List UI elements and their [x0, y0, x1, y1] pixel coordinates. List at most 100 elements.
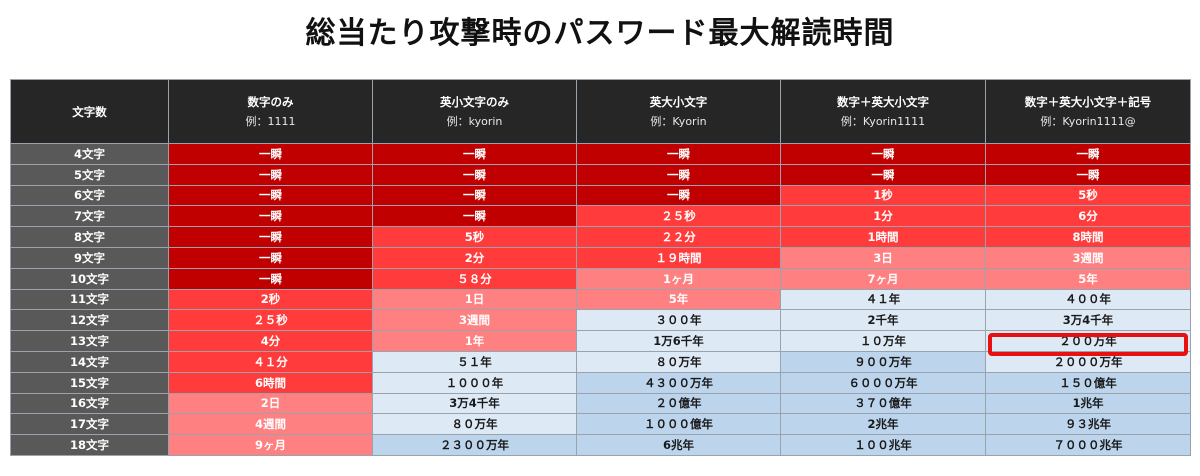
page-title: 総当たり攻撃時のパスワード最大解読時間 — [305, 16, 895, 51]
crack-time-cell: 1分 — [780, 205, 986, 228]
crack-time-cell: 6分 — [985, 205, 1191, 228]
crack-time-cell: 一瞬 — [168, 226, 373, 248]
header-example: 例：Kyorin — [650, 114, 707, 128]
crack-time-cell: 1時間 — [780, 226, 986, 248]
crack-time-cell: ９３兆年 — [985, 413, 1191, 436]
crack-time-cell: 3週間 — [985, 246, 1191, 269]
crack-time-cell: ４１年 — [780, 288, 986, 311]
crack-time-cell: 一瞬 — [168, 205, 373, 228]
crack-time-cell: 6兆年 — [576, 434, 781, 456]
header-label: 数字のみ — [247, 94, 294, 109]
header-label: 英小文字のみ — [440, 94, 509, 109]
crack-time-cell: 1兆年 — [985, 392, 1191, 415]
crack-time-cell: 一瞬 — [372, 205, 577, 228]
crack-time-cell: 一瞬 — [780, 143, 986, 165]
table-row: 13文字 4分 1年 1万6千年 １０万年 ２００万年 — [10, 330, 1191, 352]
crack-time-cell: １９時間 — [576, 246, 781, 269]
crack-time-cell: 9ヶ月 — [168, 434, 373, 456]
row-length-label: 10文字 — [10, 267, 169, 290]
table-row: 6文字 一瞬 一瞬 一瞬 1秒 5秒 — [10, 184, 1191, 207]
crack-time-cell: 5秒 — [985, 184, 1191, 207]
crack-time-cell: 一瞬 — [985, 143, 1191, 165]
header-example: 例：kyorin — [446, 114, 503, 128]
crack-time-cell: ４３００万年 — [576, 371, 781, 394]
row-length-label: 15文字 — [10, 371, 169, 394]
crack-time-cell: ２３００万年 — [372, 434, 577, 456]
crack-time-cell: １０００年 — [372, 371, 577, 394]
header-digits-mixed-case-symbols: 数字＋英大小文字＋記号 例：Kyorin1111@ — [985, 79, 1191, 144]
crack-time-cell: 一瞬 — [168, 184, 373, 207]
table-row: 5文字 一瞬 一瞬 一瞬 一瞬 一瞬 — [10, 163, 1191, 186]
crack-time-cell: 1万6千年 — [576, 330, 781, 352]
crack-time-cell: ８０万年 — [372, 413, 577, 436]
crack-time-cell: ３７０億年 — [780, 392, 986, 415]
crack-time-cell: 一瞬 — [576, 163, 781, 186]
crack-time-cell: 一瞬 — [576, 143, 781, 165]
table-row: 8文字 一瞬 5秒 ２２分 1時間 8時間 — [10, 226, 1191, 248]
row-length-label: 13文字 — [10, 330, 169, 352]
crack-time-cell: 一瞬 — [168, 246, 373, 269]
header-label: 数字＋英大小文字＋記号 — [1024, 94, 1152, 109]
crack-time-cell: 一瞬 — [780, 163, 986, 186]
header-digits-only: 数字のみ 例：1111 — [168, 79, 373, 144]
header-lowercase-only: 英小文字のみ 例：kyorin — [372, 79, 577, 144]
crack-time-cell: 4分 — [168, 330, 373, 352]
crack-time-cell: 2秒 — [168, 288, 373, 311]
header-digits-mixed-case: 数字＋英大小文字 例：Kyorin1111 — [780, 79, 986, 144]
crack-time-cell: １５０億年 — [985, 371, 1191, 394]
crack-time-cell: ２５秒 — [168, 309, 373, 332]
crack-time-table: 文字数 数字のみ 例：1111 英小文字のみ 例：kyorin 英大小文字 例：… — [10, 79, 1191, 456]
row-length-label: 8文字 — [10, 226, 169, 248]
crack-time-cell: 2千年 — [780, 309, 986, 332]
header-label: 英大小文字 — [649, 94, 708, 109]
row-length-label: 11文字 — [10, 288, 169, 311]
row-length-label: 12文字 — [10, 309, 169, 332]
crack-time-cell: 2日 — [168, 392, 373, 415]
crack-time-cell: ６０００万年 — [780, 371, 986, 394]
crack-time-cell: 一瞬 — [372, 163, 577, 186]
crack-time-cell: 6時間 — [168, 371, 373, 394]
row-length-label: 4文字 — [10, 143, 169, 165]
crack-time-cell: 5秒 — [372, 226, 577, 248]
row-length-label: 6文字 — [10, 184, 169, 207]
crack-time-cell: ２０億年 — [576, 392, 781, 415]
crack-time-cell: 5年 — [985, 267, 1191, 290]
crack-time-cell: 5年 — [576, 288, 781, 311]
crack-time-cell: 一瞬 — [168, 143, 373, 165]
crack-time-cell: 一瞬 — [168, 163, 373, 186]
row-length-label: 5文字 — [10, 163, 169, 186]
table-row: 7文字 一瞬 一瞬 ２５秒 1分 6分 — [10, 205, 1191, 228]
row-length-label: 16文字 — [10, 392, 169, 415]
table-row: 18文字 9ヶ月 ２３００万年 6兆年 １００兆年 ７０００兆年 — [10, 434, 1191, 456]
header-mixed-case: 英大小文字 例：Kyorin — [576, 79, 781, 144]
crack-time-cell: ５８分 — [372, 267, 577, 290]
row-length-label: 9文字 — [10, 246, 169, 269]
table-row: 17文字 4週間 ８０万年 １０００億年 2兆年 ９３兆年 — [10, 413, 1191, 436]
header-label: 数字＋英大小文字 — [837, 94, 929, 109]
crack-time-cell: ４００年 — [985, 288, 1191, 311]
crack-time-cell: 一瞬 — [372, 143, 577, 165]
table-row: 15文字 6時間 １０００年 ４３００万年 ６０００万年 １５０億年 — [10, 371, 1191, 394]
table-row: 16文字 2日 3万4千年 ２０億年 ３７０億年 1兆年 — [10, 392, 1191, 415]
row-length-label: 7文字 — [10, 205, 169, 228]
crack-time-cell: 2兆年 — [780, 413, 986, 436]
crack-time-cell: 8時間 — [985, 226, 1191, 248]
row-length-label: 14文字 — [10, 350, 169, 373]
crack-time-cell: 一瞬 — [985, 163, 1191, 186]
crack-time-cell: 3万4千年 — [985, 309, 1191, 332]
crack-time-cell: 1日 — [372, 288, 577, 311]
crack-time-cell: 7ヶ月 — [780, 267, 986, 290]
row-length-label: 18文字 — [10, 434, 169, 456]
crack-time-cell: ４１分 — [168, 350, 373, 373]
table-row: 9文字 一瞬 2分 １９時間 3日 3週間 — [10, 246, 1191, 269]
crack-time-cell: 3週間 — [372, 309, 577, 332]
crack-time-cell: １０万年 — [780, 330, 986, 352]
crack-time-cell: １０００億年 — [576, 413, 781, 436]
table-row: 12文字 ２５秒 3週間 ３００年 2千年 3万4千年 — [10, 309, 1191, 332]
crack-time-cell: 一瞬 — [168, 267, 373, 290]
crack-time-cell: 2分 — [372, 246, 577, 269]
crack-time-cell: ２２分 — [576, 226, 781, 248]
crack-time-cell: ７０００兆年 — [985, 434, 1191, 456]
table-header-row: 文字数 数字のみ 例：1111 英小文字のみ 例：kyorin 英大小文字 例：… — [10, 79, 1191, 144]
crack-time-cell: 4週間 — [168, 413, 373, 436]
